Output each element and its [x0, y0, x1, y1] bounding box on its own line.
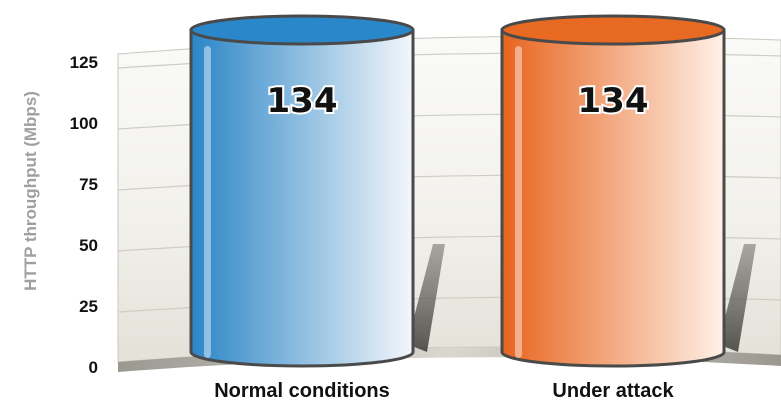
bar-highlight [515, 46, 522, 358]
bar: 134 [500, 14, 726, 368]
x-axis-labels: Normal conditions Under attack [214, 380, 674, 402]
bar-body [189, 28, 415, 368]
bar-top [500, 14, 726, 46]
y-tick-label: 100 [70, 114, 98, 133]
bar-value-label: 134 [267, 81, 338, 121]
y-axis-label: HTTP throughput (Mbps) [21, 91, 40, 291]
bar-value-label: 134 [578, 81, 649, 121]
y-tick-label: 75 [79, 175, 98, 194]
bar-top [189, 14, 415, 46]
bar: 134 [189, 14, 415, 368]
bar-shadow [407, 244, 445, 352]
y-tick-label: 50 [79, 236, 98, 255]
y-tick-label: 25 [79, 297, 98, 316]
y-tick-label: 125 [70, 53, 98, 72]
bar-highlight [204, 46, 211, 358]
y-axis-ticks: 0 25 50 75 100 125 [70, 53, 98, 377]
bars: 134 134 [189, 14, 726, 368]
bar-shadows [407, 244, 756, 352]
bar-shadow [718, 244, 756, 352]
y-tick-label: 0 [89, 358, 98, 377]
x-tick-label: Normal conditions [214, 380, 390, 402]
bar-body [500, 28, 726, 368]
x-tick-label: Under attack [552, 380, 674, 402]
